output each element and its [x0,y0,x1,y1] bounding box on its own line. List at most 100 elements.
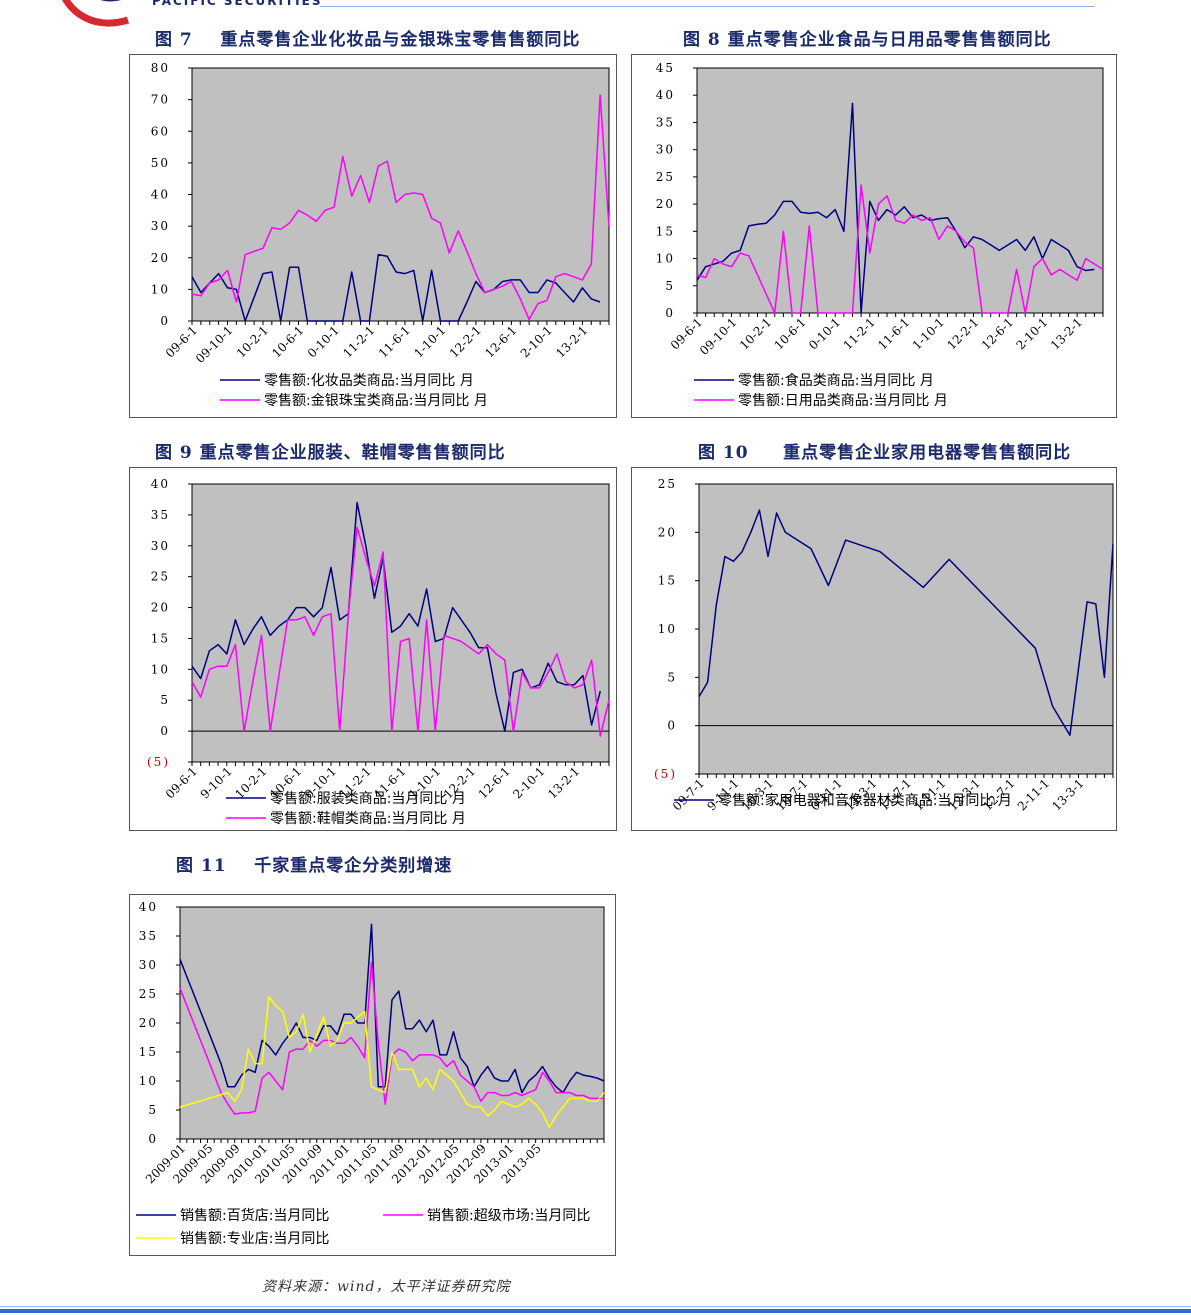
x-tick-label: 11-2-1 [841,315,878,352]
y-tick-label: 15 [139,1045,158,1059]
plot-area [179,906,605,1140]
y-tick-label: 80 [151,61,170,75]
y-tick-label: 25 [658,477,677,491]
y-tick-label: 0 [160,724,170,738]
x-tick-label: 09-6-1 [163,764,200,801]
y-tick-label: 20 [658,525,677,539]
x-tick-label: 12-6-1 [482,323,519,360]
y-tick-label: 0 [160,314,170,328]
series-line-2 [191,526,610,737]
y-tick-label: 40 [151,188,170,202]
fig11-chart: 0 5 10 15 20 25 30 35 40 2009-01 2009-05 2009-09 201… [129,894,616,1256]
footer-rule-thin [0,1306,1191,1307]
series-line-1 [698,509,1114,737]
y-tick-label: 40 [139,900,158,914]
y-tick-label: 25 [656,170,675,184]
y-tick-label: 20 [151,601,170,615]
fig10-chart: (5) 0 5 10 15 20 25 09-7-1 9-11-1 10-3-1 10-7-1 0-1… [631,467,1117,831]
y-tick-label: 10 [139,1074,158,1088]
x-tick-label: 12-6-1 [979,315,1016,352]
x-tick-label: 13-3-1 [1049,776,1086,813]
y-tick-label: 30 [151,219,170,233]
y-tick-label: 5 [160,693,170,707]
y-tick-label: 70 [151,93,170,107]
x-tick-label: 2-10-1 [1013,315,1050,352]
x-tick-label: 10-2-1 [232,764,269,801]
company-name: PACIFIC SECURITIES [152,0,323,8]
fig7-svg: 0102030405060708009-6-109-10-110-2-110-6… [151,61,610,409]
legend-label: 零售额:食品类商品:当月同比 月 [738,372,934,389]
y-tick-label: 60 [151,124,170,138]
y-tick-label: 5 [667,670,677,684]
x-tick-label: 0-10-1 [305,323,342,360]
x-tick-label: 13-2-1 [545,764,582,801]
y-tick-label: 35 [151,508,170,522]
x-tick-label: 10-6-1 [269,323,306,360]
x-tick-label: 11-2-1 [340,323,377,360]
y-tick-label: 15 [151,631,170,645]
legend-label: 销售额:专业店:当月同比 [180,1231,329,1247]
y-tick-label: 25 [151,570,170,584]
x-tick-label: 09-10-1 [193,323,236,366]
legend-label: 零售额:服装类商品:当月同比 月 [270,791,466,807]
y-tick-label: 20 [656,197,675,211]
fig10-svg: (5)051015202509-7-19-11-110-3-110-7-10-1… [654,477,1114,813]
y-tick-label: 10 [151,282,170,296]
y-tick-label: 35 [139,929,158,943]
x-tick-label: 10-2-1 [737,315,774,352]
fig9-chart: (5) 0 5 10 15 20 25 30 35 40 09-6-1 9-10-1 10-2-1 10-… [129,467,617,831]
x-tick-label: 2-11-1 [1015,776,1052,813]
legend-label: 零售额:鞋帽类商品:当月同比 月 [270,811,466,827]
x-tick-label: 12-2-1 [447,323,484,360]
y-tick-label: 30 [139,958,158,972]
x-tick-label: 2-10-1 [510,764,547,801]
legend-label: 零售额:家用电器和音像器材类商品:当月同比 月 [718,792,1012,809]
fig11-title: 图 11 千家重点零企分类别增速 [176,856,453,876]
y-tick-label: 0 [665,306,675,320]
y-tick-label: 45 [656,61,675,75]
legend-label: 销售额:百货店:当月同比 [180,1207,329,1224]
fig11-svg: 05101520253035402009-012009-052009-09201… [136,900,605,1247]
x-tick-label: 11-6-1 [875,315,912,352]
fig10-title: 图 10 重点零售企业家用电器零售售额同比 [698,443,1072,463]
legend-label: 零售额:金银珠宝类商品:当月同比 月 [264,393,488,409]
plot-area [698,483,1114,775]
legend-label: 零售额:化妆品类商品:当月同比 月 [264,373,474,389]
series-line-3 [179,996,605,1129]
header-rule [320,6,1095,7]
footer-rule [0,1309,1191,1313]
x-tick-label: 9-10-1 [198,764,235,801]
x-tick-label: 13-2-1 [1048,315,1085,352]
x-tick-label: 10-6-1 [772,315,809,352]
series-line-2 [191,94,610,321]
y-tick-label: 5 [665,279,675,293]
plot-area [191,483,610,763]
source-note: 资料来源：wind，太平洋证券研究院 [262,1279,511,1295]
y-tick-label: 10 [658,622,677,636]
fig7-chart: 0 10 20 30 40 50 60 70 80 09-6-1 09-10-1 10-2-1 10-6… [129,54,617,418]
series-line-1 [696,102,1095,314]
y-tick-label: 25 [139,987,158,1001]
plot-area [191,67,610,322]
company-logo [50,0,140,32]
x-tick-label: 0-10-1 [806,315,843,352]
fig8-title: 图 8 重点零售企业食品与日用品零售售额同比 [683,30,1052,50]
y-tick-label: 10 [151,662,170,676]
fig7-title: 图 7 重点零售企业化妆品与金银珠宝零售售额同比 [155,30,581,50]
fig9-svg: (5)051015202530354009-6-19-10-110-2-110-… [147,477,610,827]
y-tick-label: 50 [151,156,170,170]
legend-label: 零售额:日用品类商品:当月同比 月 [738,393,948,409]
y-tick-label: 35 [656,115,675,129]
series-line-1 [179,923,605,1094]
x-tick-label: 13-2-1 [553,323,590,360]
y-tick-label: 40 [151,477,170,491]
series-line-2 [696,184,1104,314]
x-tick-label: 09-7-1 [670,776,707,813]
x-tick-label: 12-6-1 [476,764,513,801]
y-tick-label: (5) [147,755,170,769]
fig8-chart: 0 5 10 15 20 25 30 35 40 45 09-6-1 09-10-1 10-2-1 10-… [631,54,1117,418]
x-tick-label: 1-10-1 [411,323,448,360]
series-line-1 [191,253,601,322]
y-tick-label: 10 [656,252,675,266]
y-tick-label: 5 [148,1103,158,1117]
